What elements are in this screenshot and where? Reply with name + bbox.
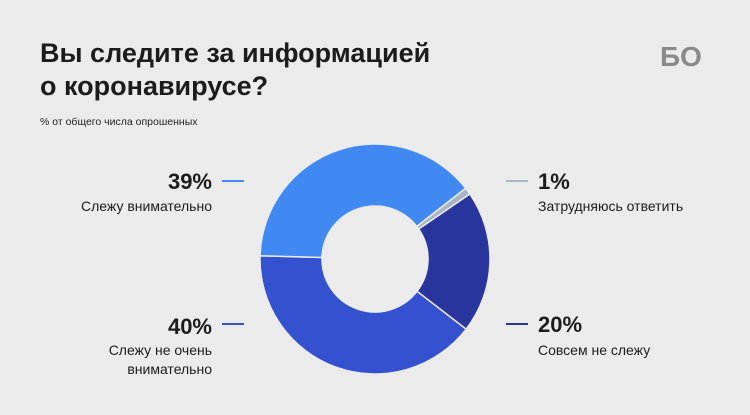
value-label-hard: 1% bbox=[538, 169, 570, 194]
value-label-attentive: 39% bbox=[167, 169, 212, 194]
donut-slice-2 bbox=[259, 255, 468, 375]
category-label-hard: Затрудняюсь ответить bbox=[538, 198, 684, 214]
logo-text: БО bbox=[660, 41, 702, 70]
chart-title: Вы следите за информацией о коронавирусе… bbox=[40, 37, 430, 103]
donut-slice-3 bbox=[259, 143, 467, 259]
category-label-not-at-all: Совсем не слежу bbox=[538, 342, 651, 358]
bo-logo: БО bbox=[660, 41, 702, 70]
leader-tick-attentive bbox=[222, 180, 244, 182]
leader-tick-hard bbox=[506, 180, 528, 182]
title-line-1: Вы следите за информацией bbox=[40, 38, 431, 68]
donut-slice-1 bbox=[415, 192, 491, 331]
value-label-not-at-all: 20% bbox=[538, 312, 583, 337]
value-label-not-very: 40% bbox=[167, 314, 212, 339]
category-label-attentive: Слежу внимательно bbox=[81, 198, 212, 214]
leader-tick-not-very bbox=[222, 323, 244, 325]
chart-subtitle: % от общего числа опрошенных bbox=[40, 116, 198, 128]
category-label-not-very-line1: Слежу не очень bbox=[108, 342, 212, 358]
title-line-2: о коронавирусе? bbox=[40, 71, 269, 101]
category-label-not-very-line2: внимательно bbox=[127, 361, 212, 377]
leader-tick-not-at-all bbox=[506, 323, 528, 325]
